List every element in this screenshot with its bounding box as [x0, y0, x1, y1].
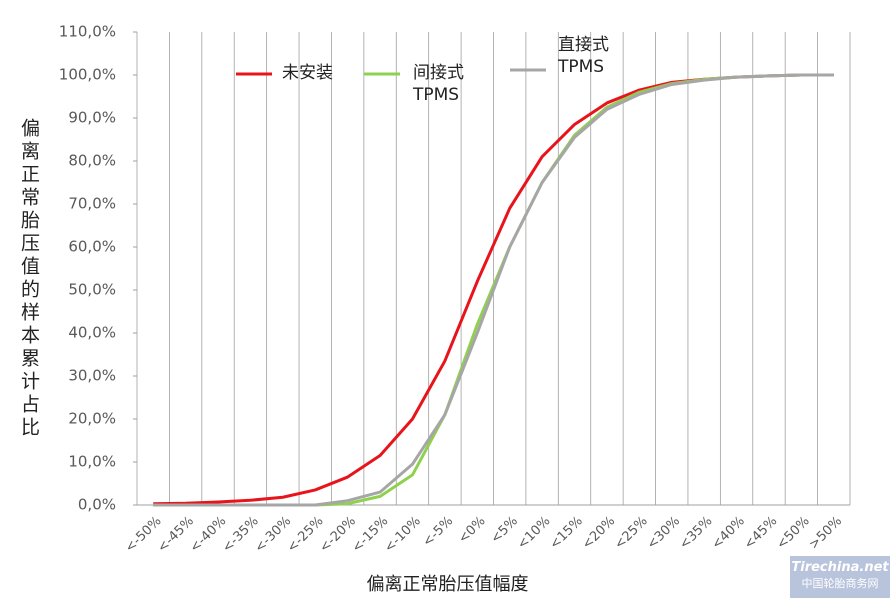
- x-tick-label: <-5%: [420, 514, 456, 550]
- x-tick-label: <20%: [579, 514, 618, 553]
- y-tick-label: 90,0%: [68, 109, 116, 127]
- x-tick-label: <0%: [456, 514, 489, 547]
- x-tick-label: <40%: [709, 514, 748, 553]
- legend-label: 间接式 TPMS: [413, 63, 464, 105]
- watermark-text: 中国轮胎商务网: [801, 577, 879, 590]
- series-line: [153, 73, 834, 507]
- x-axis-label: 偏离正常胎压值幅度: [366, 574, 529, 595]
- x-tick-label: <30%: [644, 514, 683, 553]
- x-tick-label: <10%: [515, 514, 554, 553]
- y-tick-label: 110,0%: [59, 23, 116, 41]
- y-tick-label: 70,0%: [68, 195, 116, 213]
- x-tick-label: >50%: [806, 514, 845, 553]
- y-tick-label: 100,0%: [59, 66, 116, 84]
- y-tick-label: 30,0%: [68, 367, 116, 385]
- y-tick-label: 0,0%: [78, 496, 116, 514]
- x-tick-label: <45%: [742, 514, 781, 553]
- x-tick-label: <-10%: [382, 514, 424, 556]
- y-axis-label: 偏离正常胎压值的样本累计占比: [18, 118, 40, 440]
- y-tick-label: 60,0%: [68, 238, 116, 256]
- y-tick-label: 40,0%: [68, 324, 116, 342]
- watermark: Tirechina.net 中国轮胎商务网: [790, 556, 890, 598]
- x-tick-label: <50%: [774, 514, 813, 553]
- watermark-text: Tirechina: [791, 560, 860, 575]
- y-tick-label: 80,0%: [68, 152, 116, 170]
- legend-label: 直接式 TPMS: [558, 35, 609, 77]
- x-tick-label: <15%: [547, 514, 586, 553]
- y-tick-label: 50,0%: [68, 281, 116, 299]
- legend-label: 未安装: [282, 63, 333, 83]
- x-tick-label: <25%: [612, 514, 651, 553]
- x-tick-label: <35%: [677, 514, 716, 553]
- y-tick-label: 10,0%: [68, 453, 116, 471]
- y-tick-label: 20,0%: [68, 410, 116, 428]
- watermark-text: .net: [859, 560, 889, 575]
